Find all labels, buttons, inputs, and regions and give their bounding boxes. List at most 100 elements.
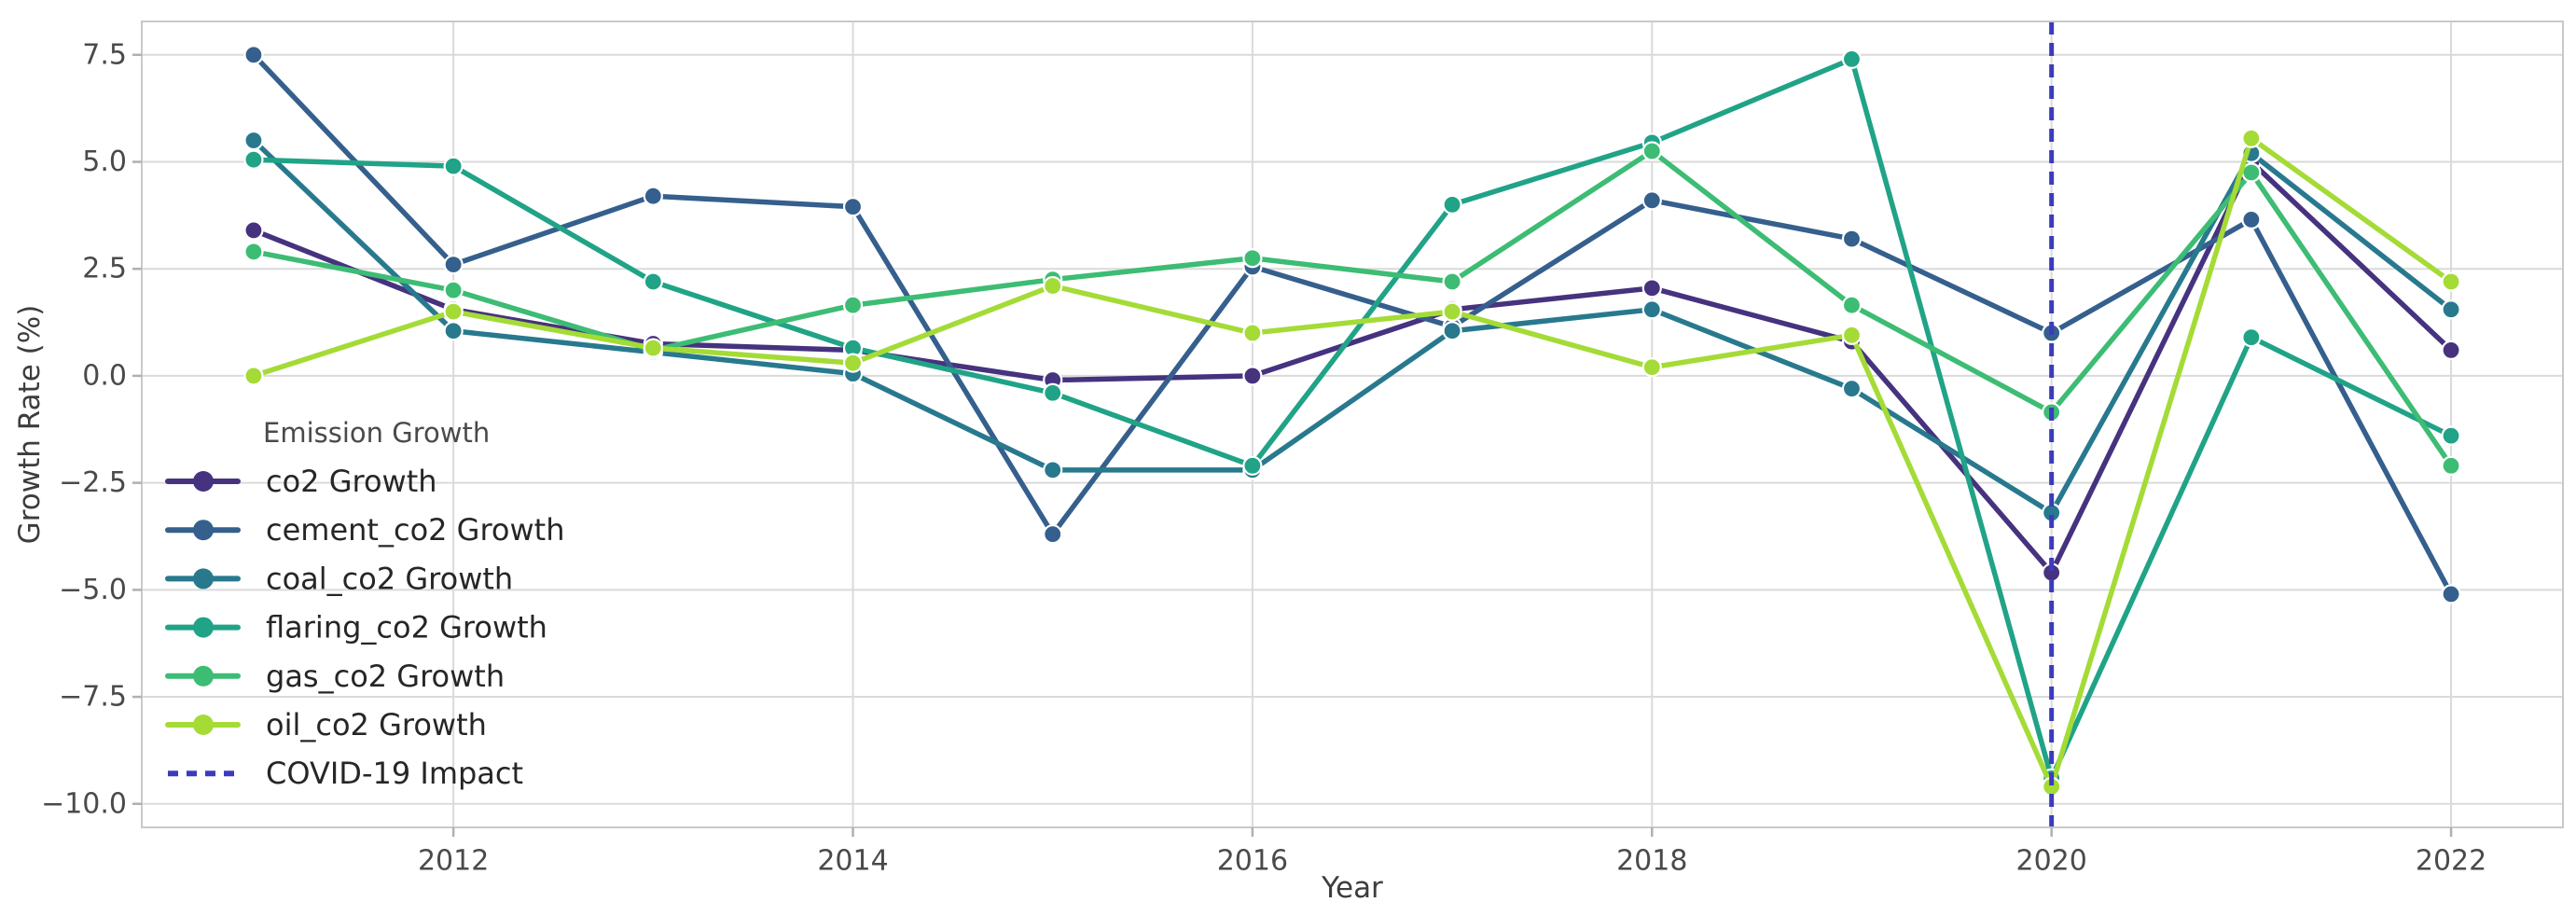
data-point-cement-co2-growth-2013	[643, 186, 663, 206]
series-line-flaring-co2-growth	[251, 56, 2454, 781]
series-line-gas-co2-growth	[251, 148, 2454, 469]
grid	[142, 21, 2563, 827]
legend-label-covid-19-impact: COVID-19 Impact	[266, 756, 523, 791]
axes-ticks: 2012 2014 2016 2018 2020 2022 7.5 5.0 2.5 0.0 −2.5…	[41, 38, 2486, 877]
data-point-oil-co2-growth-2016	[1242, 323, 1263, 343]
legend-swatch-marker-co2-growth	[193, 471, 214, 492]
data-point-flaring-co2-growth-2021	[2241, 327, 2262, 348]
data-point-coal-co2-growth-2011	[243, 130, 264, 151]
data-point-coal-co2-growth-2017	[1442, 321, 1462, 341]
data-point-coal-co2-growth-2019	[1841, 379, 1863, 399]
data-point-cement-co2-growth-2022	[2441, 584, 2461, 604]
legend-title: Emission Growth	[263, 417, 490, 449]
legend: Emission Growth co2 Growth cement_co2 Grow…	[165, 417, 565, 791]
series-line-co2-growth	[251, 159, 2454, 576]
data-point-flaring-co2-growth-2017	[1442, 194, 1462, 215]
data-point-cement-co2-growth-2014	[842, 197, 864, 217]
data-point-oil-co2-growth-2018	[1641, 357, 1662, 378]
legend-label-flaring-co2-growth: flaring_co2 Growth	[266, 610, 547, 645]
data-point-gas-co2-growth-2012	[443, 280, 464, 300]
series-group	[243, 45, 2461, 798]
y-tick-label-5-0: 5.0	[82, 146, 127, 178]
y-tick-label-10-0: −10.0	[41, 787, 127, 820]
y-axis-label: Growth Rate (%)	[13, 305, 47, 545]
data-point-coal-co2-growth-2012	[443, 321, 464, 341]
y-tick-label-7-5: −7.5	[59, 681, 127, 714]
data-point-flaring-co2-growth-2022	[2441, 425, 2461, 446]
legend-swatch-marker-gas-co2-growth	[193, 665, 214, 687]
data-point-oil-co2-growth-2017	[1442, 301, 1462, 322]
data-point-flaring-co2-growth-2015	[1043, 382, 1063, 403]
data-point-gas-co2-growth-2011	[243, 242, 264, 262]
y-tick-label-7-5: 7.5	[82, 38, 127, 71]
series-cement-co2-growth	[243, 45, 2461, 604]
y-tick-label-2-5: 2.5	[82, 253, 127, 285]
series-gas-co2-growth	[243, 141, 2461, 476]
data-point-oil-co2-growth-2014	[842, 353, 864, 373]
data-point-oil-co2-growth-2013	[643, 338, 663, 358]
legend-label-coal-co2-growth: coal_co2 Growth	[266, 561, 513, 596]
x-tick-label-2012: 2012	[418, 845, 489, 878]
data-point-gas-co2-growth-2022	[2441, 455, 2461, 476]
data-point-gas-co2-growth-2016	[1242, 248, 1263, 269]
data-point-cement-co2-growth-2019	[1841, 229, 1863, 249]
data-point-coal-co2-growth-2018	[1641, 299, 1662, 320]
x-tick-label-2014: 2014	[817, 845, 888, 878]
legend-label-cement-co2-growth: cement_co2 Growth	[266, 512, 565, 548]
series-oil-co2-growth	[243, 128, 2461, 798]
legend-label-gas-co2-growth: gas_co2 Growth	[266, 659, 505, 694]
data-point-coal-co2-growth-2022	[2441, 299, 2461, 320]
series-line-coal-co2-growth	[251, 137, 2454, 516]
legend-item-covid-19-impact: COVID-19 Impact	[168, 756, 523, 791]
data-point-flaring-co2-growth-2011	[243, 149, 264, 170]
legend-label-co2-growth: co2 Growth	[266, 464, 437, 499]
legend-swatch-marker-cement-co2-growth	[193, 520, 214, 541]
data-point-co2-growth-2022	[2441, 340, 2461, 360]
data-point-co2-growth-2018	[1641, 278, 1662, 298]
data-point-oil-co2-growth-2015	[1043, 275, 1063, 297]
data-point-gas-co2-growth-2019	[1841, 295, 1863, 315]
data-point-cement-co2-growth-2011	[243, 45, 264, 65]
legend-item-cement-co2-growth: cement_co2 Growth	[165, 512, 565, 548]
data-point-cement-co2-growth-2018	[1641, 190, 1662, 211]
series-line-oil-co2-growth	[251, 135, 2454, 790]
data-point-flaring-co2-growth-2016	[1242, 455, 1263, 476]
data-point-co2-growth-2011	[243, 220, 264, 241]
data-point-oil-co2-growth-2022	[2441, 271, 2461, 292]
legend-swatch-marker-coal-co2-growth	[193, 568, 214, 590]
y-tick-label-5-0: −5.0	[59, 574, 127, 606]
data-point-co2-growth-2016	[1242, 366, 1263, 386]
data-point-cement-co2-growth-2021	[2241, 209, 2262, 230]
data-point-cement-co2-growth-2012	[443, 255, 464, 275]
legend-label-oil-co2-growth: oil_co2 Growth	[266, 707, 487, 743]
legend-item-co2-growth: co2 Growth	[165, 464, 437, 499]
legend-item-oil-co2-growth: oil_co2 Growth	[165, 707, 487, 743]
data-point-flaring-co2-growth-2019	[1841, 49, 1863, 69]
legend-swatch-marker-oil-co2-growth	[193, 715, 214, 735]
data-point-gas-co2-growth-2017	[1442, 271, 1462, 292]
x-tick-label-2016: 2016	[1217, 845, 1288, 878]
data-point-oil-co2-growth-2019	[1841, 325, 1863, 345]
data-point-gas-co2-growth-2018	[1641, 141, 1662, 161]
plot-border	[141, 21, 2564, 828]
x-tick-label-2020: 2020	[2015, 845, 2086, 878]
series-co2-growth	[243, 151, 2461, 583]
legend-item-flaring-co2-growth: flaring_co2 Growth	[165, 610, 547, 645]
legend-item-coal-co2-growth: coal_co2 Growth	[165, 561, 513, 596]
data-point-oil-co2-growth-2012	[443, 301, 464, 322]
legend-item-gas-co2-growth: gas_co2 Growth	[165, 659, 505, 694]
legend-swatch-marker-flaring-co2-growth	[193, 617, 214, 638]
data-point-oil-co2-growth-2011	[243, 366, 264, 386]
data-point-coal-co2-growth-2015	[1043, 460, 1063, 480]
data-point-cement-co2-growth-2015	[1043, 524, 1063, 545]
data-point-gas-co2-growth-2014	[842, 295, 864, 315]
series-line-cement-co2-growth	[251, 52, 2454, 597]
y-tick-label-2-5: −2.5	[59, 466, 127, 499]
x-tick-label-2022: 2022	[2416, 845, 2486, 878]
data-point-flaring-co2-growth-2013	[643, 271, 663, 292]
x-tick-label-2018: 2018	[1616, 845, 1687, 878]
x-axis-label: Year	[1321, 871, 1383, 905]
data-point-oil-co2-growth-2021	[2241, 128, 2262, 148]
